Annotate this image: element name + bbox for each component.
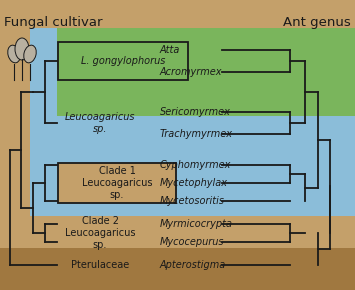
Text: Trachymyrmex: Trachymyrmex — [160, 129, 233, 139]
Text: Clade 1
Leucoagaricus
sp.: Clade 1 Leucoagaricus sp. — [82, 166, 152, 200]
Text: Atta: Atta — [160, 45, 180, 55]
Text: Sericomyrmex: Sericomyrmex — [160, 107, 231, 117]
Text: Mycetophylax: Mycetophylax — [160, 178, 228, 188]
Text: Apterostigma: Apterostigma — [160, 260, 226, 270]
Text: Acromyrmex: Acromyrmex — [160, 67, 223, 77]
Ellipse shape — [24, 45, 36, 63]
Text: Fungal cultivar: Fungal cultivar — [4, 16, 103, 29]
Ellipse shape — [15, 38, 29, 60]
Bar — [30, 28, 355, 216]
Text: Pterulaceae: Pterulaceae — [71, 260, 129, 270]
Ellipse shape — [8, 45, 20, 63]
Bar — [58, 42, 188, 80]
Text: Ant genus: Ant genus — [283, 16, 351, 29]
Bar — [57, 28, 355, 116]
Text: Leucoagaricus
sp.: Leucoagaricus sp. — [65, 112, 135, 134]
Bar — [0, 248, 355, 290]
Text: Mycocepurus: Mycocepurus — [160, 237, 224, 247]
Bar — [58, 163, 176, 203]
Text: Mycetosoritis: Mycetosoritis — [160, 196, 225, 206]
Text: Myrmicocrypta: Myrmicocrypta — [160, 219, 233, 229]
Text: Clade 2
Leucoagaricus
sp.: Clade 2 Leucoagaricus sp. — [65, 216, 135, 250]
Text: L. gongylophorus: L. gongylophorus — [81, 56, 165, 66]
Text: Cyphomyrmex: Cyphomyrmex — [160, 160, 231, 170]
